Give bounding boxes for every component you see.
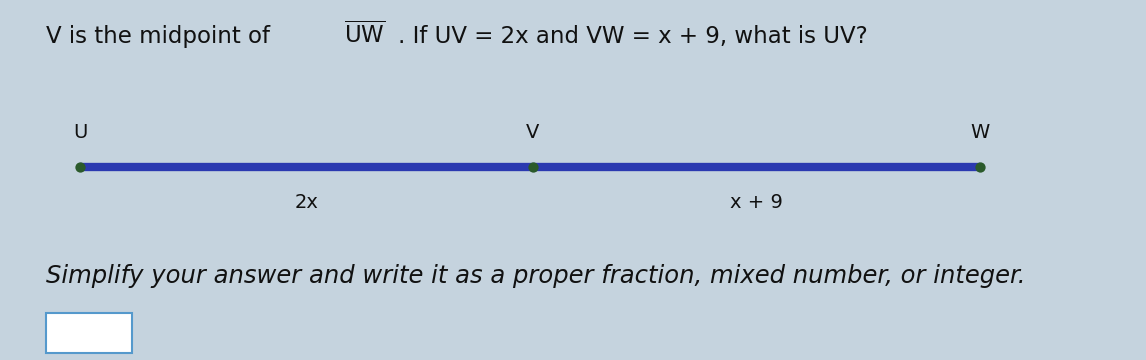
FancyBboxPatch shape — [46, 313, 132, 353]
Text: 2x: 2x — [295, 193, 319, 212]
Point — [71, 165, 89, 170]
Point — [971, 165, 989, 170]
Text: W: W — [971, 123, 989, 142]
Text: V is the midpoint of: V is the midpoint of — [46, 25, 277, 48]
Text: x + 9: x + 9 — [730, 193, 783, 212]
Text: V: V — [526, 123, 540, 142]
Text: . If UV = 2x and VW = x + 9, what is UV?: . If UV = 2x and VW = x + 9, what is UV? — [398, 25, 868, 48]
Text: $\overline{\mathrm{UW}}$: $\overline{\mathrm{UW}}$ — [344, 22, 385, 48]
Text: Simplify your answer and write it as a proper fraction, mixed number, or integer: Simplify your answer and write it as a p… — [46, 264, 1026, 288]
Point — [524, 165, 542, 170]
Text: U: U — [73, 123, 87, 142]
